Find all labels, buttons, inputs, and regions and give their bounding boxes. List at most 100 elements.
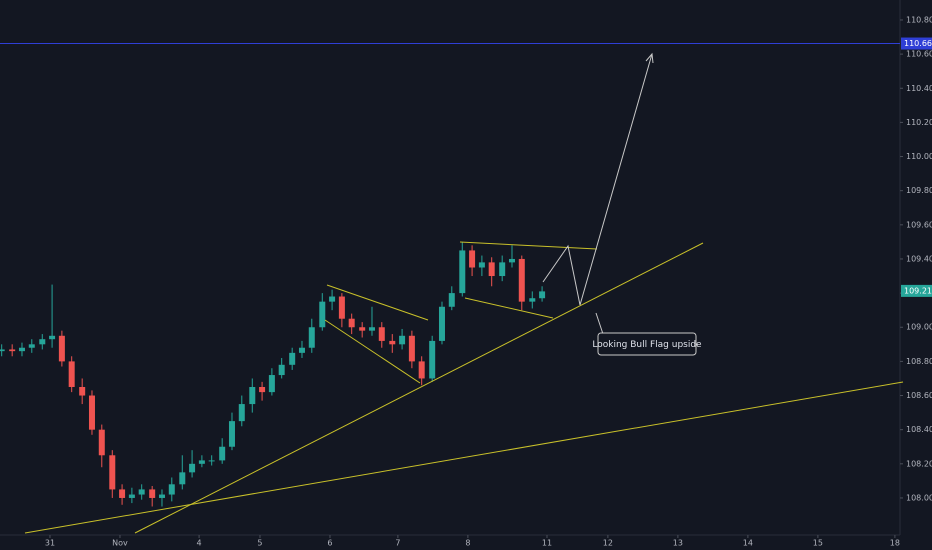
hline-label: 110.662 <box>904 39 932 48</box>
x-tick-label: 15 <box>813 539 823 548</box>
projection <box>542 52 654 335</box>
x-tick-label: 8 <box>465 539 470 548</box>
x-tick-label: 18 <box>890 539 900 548</box>
flag-line <box>459 241 598 250</box>
candle-body <box>158 494 165 498</box>
wedge-line <box>324 319 421 384</box>
candle-body <box>539 291 546 299</box>
candle-body <box>179 472 186 485</box>
candle-body <box>298 347 305 353</box>
y-tick-label: 110.400 <box>906 84 932 93</box>
candle-body <box>289 352 296 365</box>
candle-body <box>518 258 525 302</box>
y-tick-label: 109.000 <box>906 323 932 332</box>
annotation: Looking Bull Flag upside <box>592 340 702 350</box>
last-price-label: 109.213 <box>904 286 932 295</box>
hline-label-box <box>901 37 932 50</box>
callout-box <box>597 332 697 356</box>
candle-body <box>168 484 175 495</box>
candle-body <box>0 349 5 352</box>
candle-body <box>28 344 35 348</box>
trend-line <box>24 381 904 534</box>
last-price-box <box>901 284 932 297</box>
candle-body <box>18 347 25 352</box>
candle-body <box>249 386 256 405</box>
y-tick-label: 109.600 <box>906 220 932 229</box>
candle-body <box>68 361 75 387</box>
y-tick-label: 108.600 <box>906 391 932 400</box>
y-tick-label: 110.200 <box>906 118 932 127</box>
candle-body <box>109 455 116 490</box>
candle-body <box>488 262 495 277</box>
candle-body <box>259 386 266 393</box>
candle-body <box>429 340 436 379</box>
x-tick-label: 13 <box>673 539 683 548</box>
candle-body <box>319 301 326 328</box>
y-tick-label: 108.800 <box>906 357 932 366</box>
candle-body <box>189 463 196 473</box>
x-tick-label: 6 <box>327 539 332 548</box>
x-tick-label: 11 <box>542 539 552 548</box>
candles <box>0 241 546 507</box>
candle-body <box>348 318 355 328</box>
candle-body <box>79 386 86 396</box>
drawings <box>24 241 904 534</box>
x-tick-label: 7 <box>395 539 400 548</box>
candle-body <box>448 293 455 307</box>
candle-body <box>138 489 145 495</box>
wedge-line <box>326 284 429 321</box>
y-tick-label: 109.800 <box>906 186 932 195</box>
candle-body <box>119 489 126 498</box>
candle-body <box>308 327 315 348</box>
candle-body <box>149 489 156 498</box>
candle-body <box>469 250 476 268</box>
y-tick-label: 109.400 <box>906 254 932 263</box>
y-tick-label: 110.800 <box>906 15 932 24</box>
candle-body <box>329 296 336 302</box>
candle-body <box>408 335 415 362</box>
candle-body <box>368 327 375 331</box>
y-tick-label: 110.000 <box>906 152 932 161</box>
candle-body <box>399 335 406 345</box>
candle-body <box>478 262 485 268</box>
candle-body <box>268 375 275 393</box>
candle-body <box>98 429 105 456</box>
candle-body <box>208 460 215 462</box>
trend-line <box>134 242 704 534</box>
candle-body <box>219 446 226 461</box>
x-tick-label: 12 <box>603 539 613 548</box>
candle-body <box>39 339 46 345</box>
candle-body <box>9 349 16 352</box>
y-tick-label: 108.400 <box>906 425 932 434</box>
flag-line <box>464 297 554 319</box>
candle-body <box>389 340 396 345</box>
candle-body <box>438 306 445 341</box>
candle-body <box>88 395 95 430</box>
candle-body <box>499 262 506 277</box>
y-tick-label: 108.200 <box>906 459 932 468</box>
x-tick-label: Nov <box>112 539 128 548</box>
candle-body <box>198 460 205 464</box>
candle-body <box>238 404 245 422</box>
y-tick-label: 108.000 <box>906 493 932 502</box>
candle-body <box>58 335 65 362</box>
candle-body <box>359 327 366 331</box>
x-tick-label: 5 <box>257 539 262 548</box>
candle-body <box>49 335 56 340</box>
candle-body <box>508 258 515 263</box>
candle-body <box>278 364 285 376</box>
arrow-head <box>645 52 654 64</box>
projection-path <box>542 53 653 306</box>
x-tick-label: 4 <box>197 539 202 548</box>
candle-body <box>228 421 235 447</box>
x-tick-label: 31 <box>45 539 55 548</box>
x-tick-label: 14 <box>743 539 753 548</box>
candle-body <box>459 250 466 294</box>
y-tick-label: 110.600 <box>906 50 932 59</box>
candle-body <box>338 296 345 319</box>
candle-body <box>128 494 135 498</box>
candle-body <box>418 361 425 379</box>
candle-body <box>529 298 536 302</box>
